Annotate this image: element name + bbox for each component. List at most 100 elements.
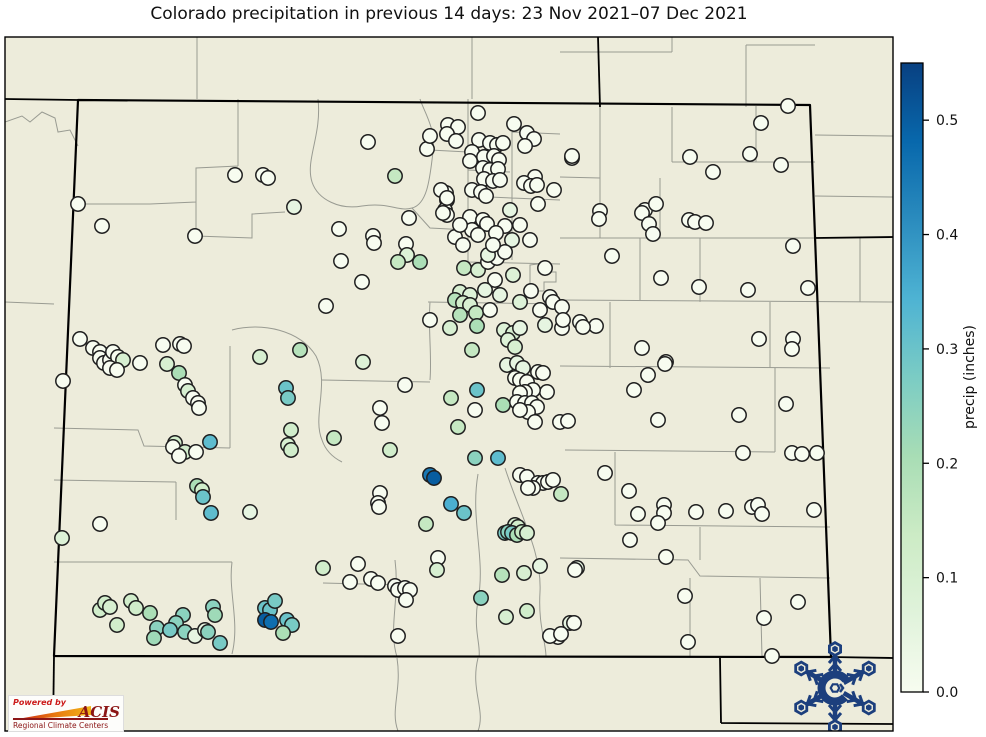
station-dot xyxy=(342,574,358,590)
station-dot xyxy=(553,486,569,502)
station-dot xyxy=(260,170,276,186)
station-dot xyxy=(492,287,508,303)
colorbar-tick-label: 0.5 xyxy=(936,113,958,129)
station-dot xyxy=(650,515,666,531)
station-dot xyxy=(469,318,485,334)
station-dot xyxy=(467,402,483,418)
station-dot xyxy=(202,434,218,450)
station-dot xyxy=(507,339,523,355)
station-dot xyxy=(756,610,772,626)
station-dot xyxy=(530,196,546,212)
station-dot xyxy=(467,450,483,466)
station-dot xyxy=(588,318,604,334)
station-dot xyxy=(422,312,438,328)
acis-logo: Powered by ACIS Regional Climate Centers xyxy=(8,695,124,732)
station-dot xyxy=(109,362,125,378)
station-dot xyxy=(242,504,258,520)
station-dot xyxy=(267,593,283,609)
station-dot xyxy=(176,338,192,354)
station-dot xyxy=(331,221,347,237)
station-dot xyxy=(742,146,758,162)
station-dot xyxy=(523,283,539,299)
station-dot xyxy=(677,588,693,604)
station-dot xyxy=(520,480,536,496)
station-dot xyxy=(355,354,371,370)
station-dot xyxy=(366,235,382,251)
station-dot xyxy=(275,625,291,641)
station-dot xyxy=(203,505,219,521)
station-dot xyxy=(764,648,780,664)
station-dot xyxy=(773,157,789,173)
station-dot xyxy=(442,320,458,336)
acis-swoosh-icon xyxy=(12,706,91,720)
snowflake-icon xyxy=(794,641,876,731)
station-dot xyxy=(492,172,508,188)
station-dot xyxy=(680,634,696,650)
station-dot xyxy=(517,138,533,154)
station-dot xyxy=(263,614,279,630)
station-dot xyxy=(92,516,108,532)
station-dot xyxy=(512,402,528,418)
station-dot xyxy=(398,592,414,608)
station-dot xyxy=(371,499,387,515)
station-dot xyxy=(512,217,528,233)
station-dot xyxy=(482,302,498,318)
station-dot xyxy=(657,356,673,372)
station-dot xyxy=(54,530,70,546)
station-dot xyxy=(691,279,707,295)
station-dot xyxy=(698,215,714,231)
station-dot xyxy=(443,496,459,512)
station-dot xyxy=(102,599,118,615)
station-dot xyxy=(397,377,413,393)
colorbar-ticks: 0.0 0.1 0.2 0.3 0.4 0.5 xyxy=(923,113,958,701)
station-dot xyxy=(546,182,562,198)
station-dot xyxy=(785,238,801,254)
station-dot xyxy=(292,342,308,358)
station-dot xyxy=(688,504,704,520)
station-dot xyxy=(784,341,800,357)
station-dot xyxy=(495,397,511,413)
station-dot xyxy=(630,506,646,522)
station-dot xyxy=(567,562,583,578)
station-dot xyxy=(188,444,204,460)
acis-name-text: ACIS xyxy=(78,703,120,721)
station-dot xyxy=(806,502,822,518)
station-dot xyxy=(477,282,493,298)
station-dot xyxy=(560,413,576,429)
station-dot xyxy=(512,294,528,310)
station-dot xyxy=(790,594,806,610)
station-dot xyxy=(634,205,650,221)
station-dot xyxy=(537,260,553,276)
station-dot xyxy=(504,232,520,248)
station-dot xyxy=(718,503,734,519)
station-dot xyxy=(390,254,406,270)
station-dot xyxy=(778,396,794,412)
station-dot xyxy=(591,211,607,227)
colorbar: 0.0 0.1 0.2 0.3 0.4 0.5 precip (inches) xyxy=(900,62,978,701)
station-dot xyxy=(283,422,299,438)
station-dot xyxy=(506,116,522,132)
station-dot xyxy=(497,244,513,260)
station-dot xyxy=(645,226,661,242)
station-dot xyxy=(469,382,485,398)
station-dot xyxy=(452,307,468,323)
station-dot xyxy=(227,167,243,183)
station-dot xyxy=(142,605,158,621)
station-dot xyxy=(634,340,650,356)
station-dot xyxy=(650,412,666,428)
station-dot xyxy=(468,305,484,321)
station-dot xyxy=(162,622,178,638)
station-dot xyxy=(535,365,551,381)
station-dot xyxy=(464,342,480,358)
map-frame xyxy=(4,36,894,732)
station-dot xyxy=(705,164,721,180)
station-dot xyxy=(70,196,86,212)
station-dot xyxy=(280,390,296,406)
station-dot xyxy=(498,609,514,625)
station-dot xyxy=(212,635,228,651)
station-dot xyxy=(604,248,620,264)
snowflake-arm xyxy=(842,690,876,716)
station-dot xyxy=(740,282,756,298)
station-dot xyxy=(537,317,553,333)
